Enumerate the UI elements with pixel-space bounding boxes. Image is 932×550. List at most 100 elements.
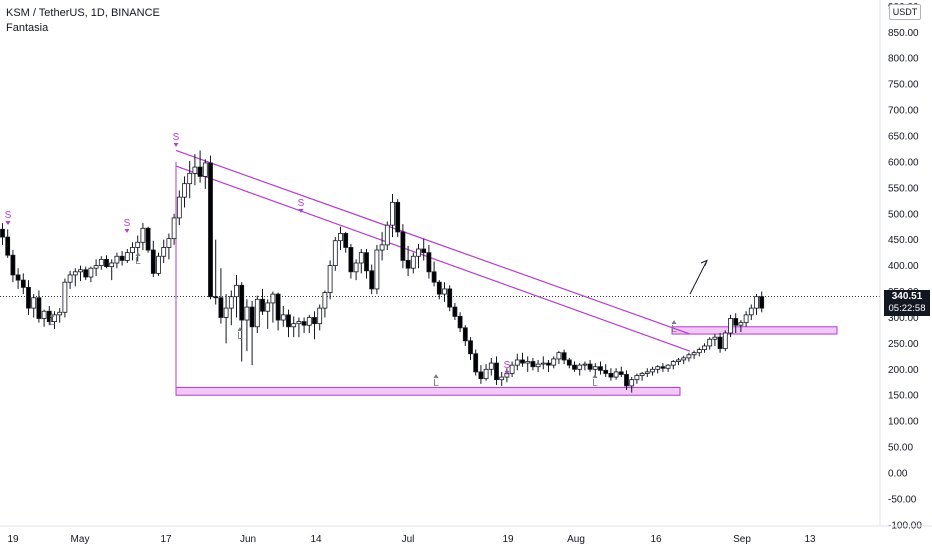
sell-signal-marker: S — [173, 132, 180, 143]
time-axis[interactable]: 19 May 17 Jun 14 Jul 19 Aug 16 Sep 13 — [0, 525, 932, 545]
candle-body — [405, 260, 411, 269]
candle-body — [249, 306, 255, 328]
candle-body — [592, 366, 598, 370]
price-tick-label: 650.00 — [888, 131, 919, 142]
candle-body — [265, 302, 271, 312]
candle-body — [280, 314, 286, 321]
candle-body — [561, 352, 567, 361]
candle-body — [494, 362, 499, 381]
time-tick-label: May — [71, 534, 90, 545]
candle-body — [41, 310, 47, 319]
candle-body — [26, 286, 31, 309]
candle-body — [650, 368, 655, 373]
candle-body — [124, 252, 130, 261]
candle-body — [234, 284, 239, 298]
signal-markers: S S S S S L L L L L L — [5, 132, 678, 389]
candle-body — [244, 306, 250, 321]
candle-body — [676, 359, 681, 362]
buy-signal-marker: L — [433, 378, 439, 389]
time-tick-label: 19 — [7, 534, 19, 545]
candle-body — [369, 270, 375, 290]
candle-body — [338, 233, 343, 242]
candle-body — [556, 352, 562, 360]
candle-body — [286, 314, 291, 328]
chart-title: KSM / TetherUS, 1D, BINANCE — [6, 7, 160, 19]
candle-body — [176, 196, 182, 219]
candle-body — [754, 296, 759, 309]
buy-signal-marker: L — [237, 331, 243, 342]
candle-body — [135, 241, 141, 248]
candle-body — [83, 269, 89, 278]
last-price-value: 340.51 — [891, 291, 923, 302]
candle-body — [520, 359, 525, 364]
candle-body — [566, 359, 572, 366]
candle-body — [93, 265, 99, 269]
candle-body — [213, 296, 219, 299]
price-tick-label: 600.00 — [888, 157, 919, 168]
sell-signal-marker: S — [124, 218, 131, 229]
candle-body — [447, 288, 453, 308]
sell-signal-marker: S — [298, 198, 305, 209]
candle-body — [410, 255, 416, 269]
candle-body — [738, 322, 744, 326]
candle-body — [436, 281, 442, 295]
support-zone-lower — [175, 386, 681, 396]
price-tick-label: 850.00 — [888, 28, 919, 39]
candle-body — [587, 363, 593, 370]
candle-body — [395, 201, 401, 233]
candle-body — [618, 371, 624, 375]
candle-body — [119, 255, 125, 261]
candle-body — [36, 297, 42, 319]
candle-body — [572, 364, 577, 370]
indicator-name[interactable]: Fantasia — [6, 22, 49, 34]
candle-body — [551, 358, 557, 366]
price-tick-label: 200.00 — [888, 365, 919, 376]
candle-body — [603, 369, 609, 374]
candle-body — [130, 247, 135, 254]
buy-signal-arrow — [592, 374, 598, 378]
candle-body — [171, 217, 177, 240]
candle-body — [301, 321, 307, 326]
candle-body — [327, 265, 333, 293]
price-axis[interactable]: -100.00-50.000.0050.00100.00150.00200.00… — [879, 0, 922, 531]
candle-body — [10, 254, 16, 276]
candle-body — [452, 306, 458, 317]
candle-body — [15, 274, 21, 281]
buy-signal-arrow — [49, 313, 55, 317]
currency-button[interactable]: USDT — [889, 4, 921, 20]
candle-body — [598, 366, 603, 371]
candle-body — [499, 376, 505, 381]
trendline-lower — [175, 165, 691, 352]
candle-body — [182, 183, 187, 198]
candle-body — [379, 244, 385, 251]
candle-body — [98, 258, 104, 266]
candle-body — [728, 318, 733, 334]
candle-body — [197, 166, 203, 177]
candle-body — [743, 314, 749, 324]
candle-body — [717, 336, 723, 349]
candle-body — [166, 238, 172, 248]
buy-signal-arrow — [671, 320, 677, 324]
last-price-tag: 340.51 05:22:58 — [884, 290, 930, 316]
price-tick-label: 500.00 — [888, 209, 919, 220]
candle-body — [358, 252, 364, 264]
candle-body — [223, 307, 229, 318]
sell-signal-arrow — [298, 209, 304, 213]
candle-body — [343, 233, 349, 248]
candle-body — [78, 269, 83, 273]
candle-body — [254, 298, 260, 328]
candle-body — [364, 252, 369, 272]
candle-body — [660, 366, 666, 369]
price-tick-label: 300.00 — [888, 313, 919, 324]
price-tick-label: 100.00 — [888, 417, 919, 428]
candle-body — [535, 363, 541, 368]
candle-body — [260, 298, 265, 312]
time-tick-label: Jun — [240, 534, 256, 545]
buy-signal-marker: L — [671, 324, 677, 335]
candle-body — [109, 262, 115, 268]
candle-body — [530, 361, 536, 368]
price-tick-label: 150.00 — [888, 391, 919, 402]
price-tick-label: 0.00 — [888, 469, 908, 480]
candle-body — [228, 296, 234, 309]
